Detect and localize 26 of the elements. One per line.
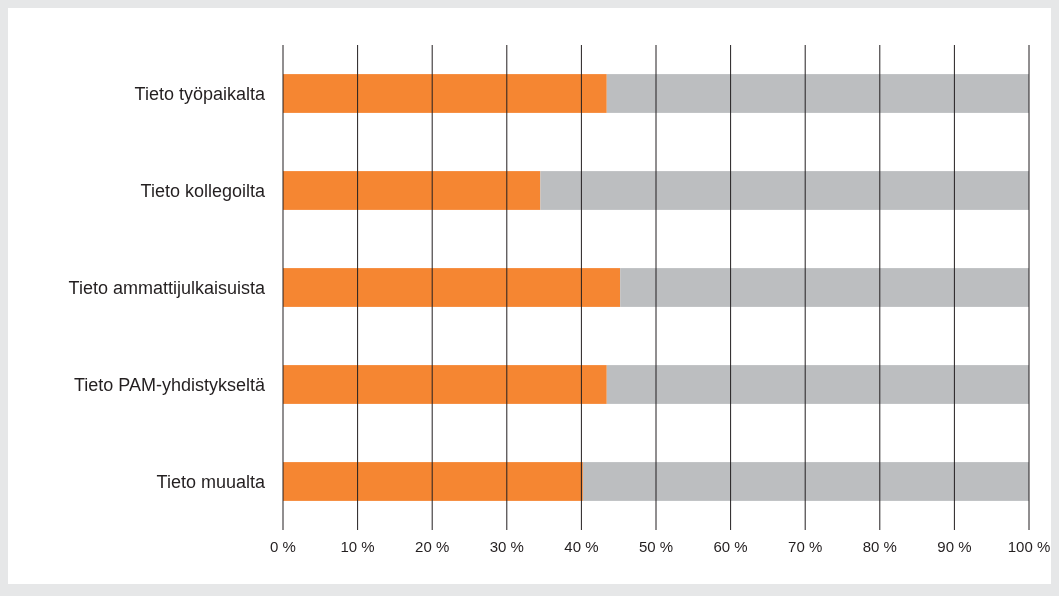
x-tick-label: 40 % [564,538,599,555]
x-tick-label: 100 % [1007,538,1051,555]
y-tick-label: Tieto työpaikalta [134,83,266,104]
bar [606,365,1029,404]
bar [606,74,1029,113]
y-tick-label: Tieto kollegoilta [140,180,266,201]
bar [283,171,541,210]
bar [620,268,1029,307]
y-tick-label: Tieto PAM-yhdistykseltä [73,374,266,395]
bar [283,268,621,307]
x-tick-label: 80 % [862,538,897,555]
y-tick-label: Tieto muualta [156,471,266,492]
x-tick-label: 70 % [788,538,823,555]
bar [582,462,1029,501]
x-tick-label: 50 % [638,538,674,555]
x-tick-label: 20 % [415,538,450,555]
x-tick-label: 90 % [937,538,972,555]
y-tick-label: Tieto ammattijulkaisuista [68,277,266,298]
x-tick-label: 0 % [270,538,296,555]
bar [283,462,583,501]
x-tick-label: 30 % [489,538,524,555]
bar [540,171,1029,210]
x-tick-label: 10 % [340,538,375,555]
x-tick-label: 60 % [713,538,748,555]
bar [283,365,607,404]
bar [283,74,607,113]
